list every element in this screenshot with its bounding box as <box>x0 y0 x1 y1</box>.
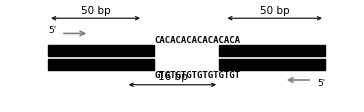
Text: GTGTGTGTGTGTGTGT: GTGTGTGTGTGTGTGT <box>154 70 240 79</box>
Text: 5': 5' <box>318 78 326 87</box>
Text: 5': 5' <box>48 26 56 35</box>
Text: CACACACACACACACA: CACACACACACACACA <box>154 36 240 45</box>
Bar <box>48 45 154 57</box>
Text: 16 bp: 16 bp <box>158 72 187 82</box>
Text: 50 bp: 50 bp <box>260 6 289 16</box>
Bar <box>48 59 154 70</box>
Text: 50 bp: 50 bp <box>81 6 110 16</box>
Bar <box>219 45 325 57</box>
Bar <box>219 59 325 70</box>
